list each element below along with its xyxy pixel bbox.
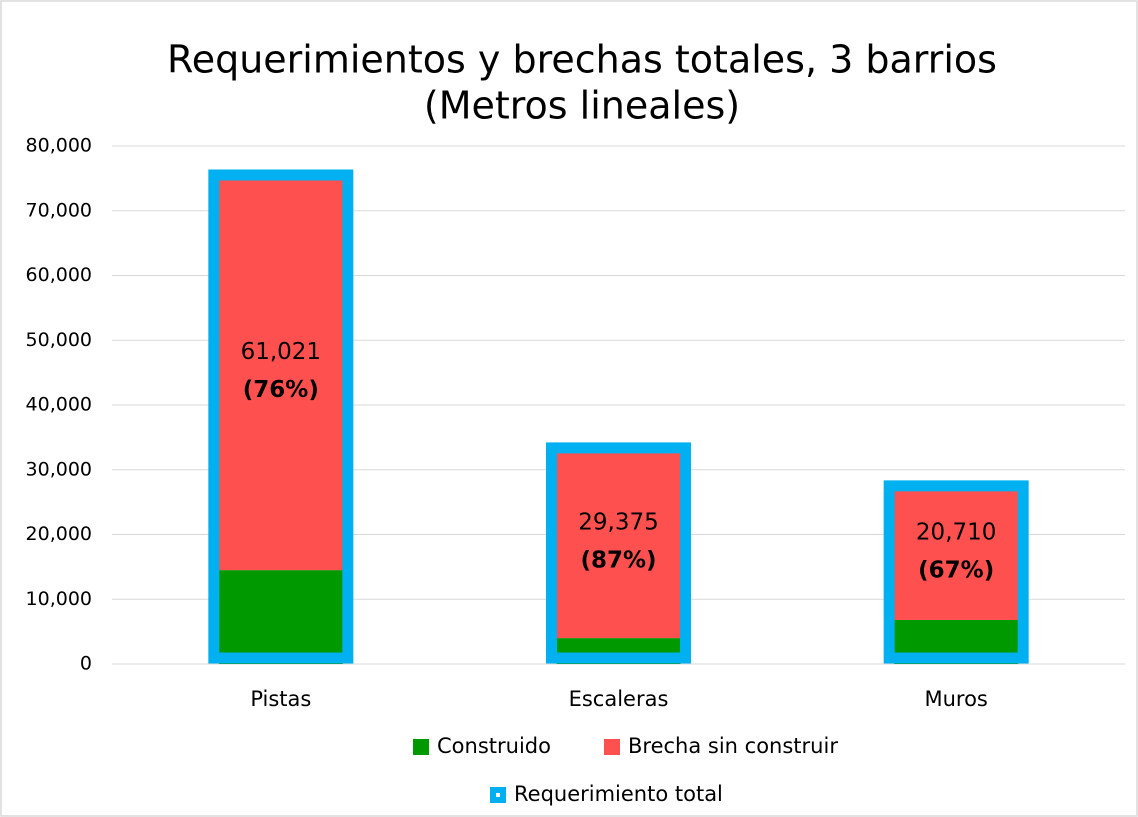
- bar-segment: [218, 175, 343, 571]
- x-tick-label: Muros: [924, 687, 987, 711]
- legend-swatch-dot: [496, 793, 500, 797]
- legend-label: Brecha sin construir: [628, 734, 838, 758]
- x-tick-label: Pistas: [250, 687, 311, 711]
- legend-swatch: [604, 739, 620, 755]
- data-label: (76%): [243, 377, 319, 403]
- legend-label: Construido: [437, 734, 551, 758]
- data-label: 29,375: [578, 509, 658, 535]
- total-outline: [208, 169, 354, 664]
- total-outline: [546, 442, 691, 664]
- legend-label: Requerimiento total: [514, 782, 723, 806]
- y-tick-label: 30,000: [26, 458, 92, 480]
- data-label: (67%): [918, 557, 994, 583]
- y-tick-label: 70,000: [26, 199, 92, 221]
- y-tick-label: 50,000: [26, 329, 92, 351]
- bar-segment: [556, 447, 681, 639]
- legend-swatch: [413, 739, 429, 755]
- chart-title: Requerimientos y brechas totales, 3 barr…: [167, 38, 997, 82]
- bar-segment: [894, 485, 1019, 620]
- bar-segment: [218, 570, 343, 664]
- data-label: 61,021: [241, 339, 321, 365]
- data-label: (87%): [580, 547, 656, 573]
- y-tick-label: 0: [80, 653, 92, 675]
- y-tick-label: 20,000: [26, 523, 92, 545]
- x-tick-label: Escaleras: [569, 687, 669, 711]
- y-tick-label: 60,000: [26, 264, 92, 286]
- y-tick-label: 40,000: [26, 394, 92, 416]
- chart-subtitle: (Metros lineales): [424, 84, 740, 128]
- total-outline: [883, 480, 1029, 664]
- data-label: 20,710: [916, 519, 996, 545]
- y-tick-label: 10,000: [26, 588, 92, 610]
- y-tick-label: 80,000: [26, 135, 92, 157]
